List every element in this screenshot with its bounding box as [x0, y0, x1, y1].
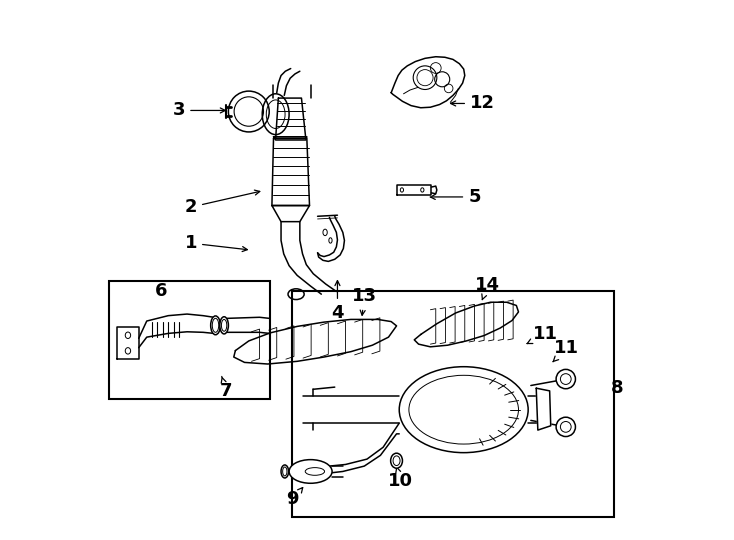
Polygon shape [272, 138, 310, 206]
Text: 1: 1 [184, 234, 247, 252]
Text: 14: 14 [476, 276, 501, 300]
Ellipse shape [211, 316, 220, 335]
Text: 3: 3 [172, 102, 225, 119]
Polygon shape [233, 320, 396, 364]
Text: 11: 11 [527, 326, 558, 343]
Text: 10: 10 [388, 466, 413, 490]
Polygon shape [276, 98, 306, 138]
Ellipse shape [288, 289, 304, 300]
Circle shape [556, 417, 575, 436]
Text: 4: 4 [331, 281, 344, 322]
Polygon shape [537, 388, 550, 430]
Polygon shape [414, 302, 518, 347]
Text: 6: 6 [155, 282, 167, 300]
Text: 9: 9 [286, 488, 302, 508]
Text: 5: 5 [430, 188, 481, 206]
Ellipse shape [399, 367, 528, 453]
Ellipse shape [289, 460, 332, 483]
Text: 7: 7 [220, 376, 233, 400]
Text: 13: 13 [352, 287, 377, 315]
Polygon shape [391, 57, 465, 108]
Text: 12: 12 [451, 94, 495, 112]
Ellipse shape [219, 317, 228, 334]
Polygon shape [117, 327, 139, 359]
Ellipse shape [281, 465, 288, 478]
Text: 2: 2 [184, 190, 260, 216]
Polygon shape [396, 185, 432, 195]
Ellipse shape [390, 453, 402, 468]
Polygon shape [274, 137, 307, 140]
Text: 11: 11 [553, 339, 579, 362]
Circle shape [556, 369, 575, 389]
Polygon shape [272, 206, 310, 221]
Bar [109, 281, 270, 399]
Text: 8: 8 [611, 379, 623, 397]
Bar [292, 292, 614, 517]
